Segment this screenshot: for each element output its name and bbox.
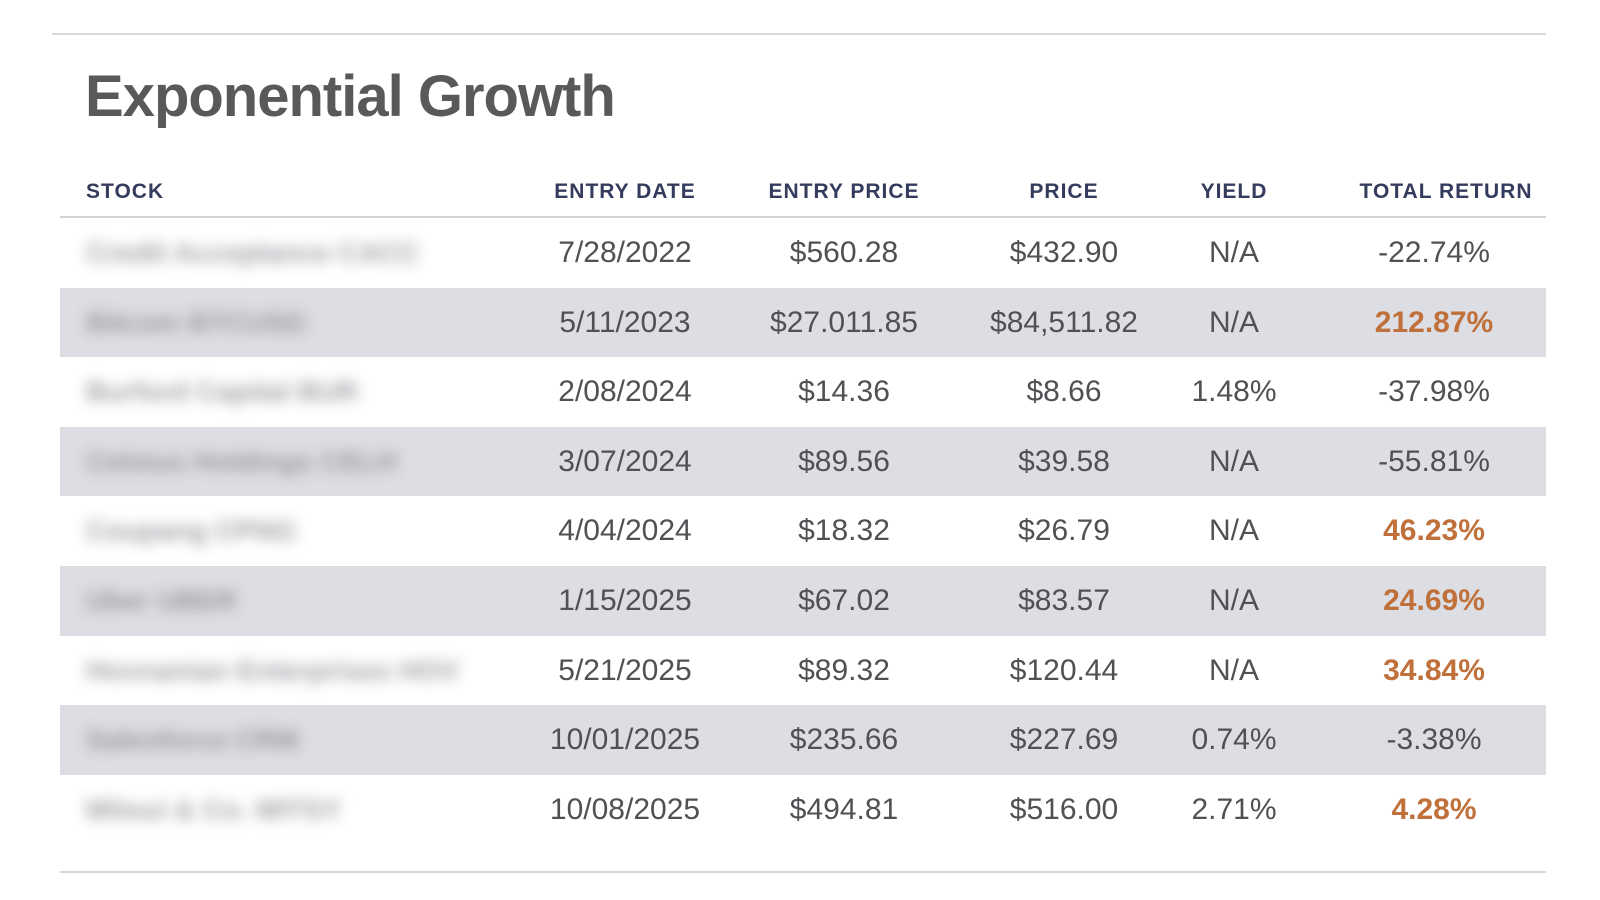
yield-cell: N/A [1208, 514, 1260, 548]
total-return-cell: 24.69% [1383, 583, 1485, 617]
total-return-cell: 46.23% [1383, 514, 1485, 548]
stock-name-cell: Mitsui & Co. MITSY [86, 793, 342, 825]
price-cell: $432.90 [1009, 236, 1119, 269]
yield-cell: N/A [1208, 236, 1260, 269]
column-header-total-return[interactable]: TOTAL RETURN [1359, 180, 1533, 203]
table-row: Bitcoin BTCUSD 5/11/2023 $27.011.85 $84,511… [60, 287, 1546, 358]
entry-date-cell: 5/11/2023 [559, 305, 691, 339]
entry-price-cell: $560.28 [789, 236, 899, 269]
total-return-cell: 212.87% [1374, 305, 1494, 339]
yield-cell: 0.74% [1191, 723, 1277, 757]
price-cell: $39.58 [1018, 444, 1110, 478]
table-row: Coupang CPNG 4/04/2024 $18.32 $26.79 N/A 46.2… [60, 496, 1546, 566]
total-return-cell: -37.98% [1378, 375, 1490, 409]
total-return-cell: -55.81% [1378, 444, 1490, 478]
entry-date-cell: 3/07/2024 [558, 444, 692, 478]
column-header-yield[interactable]: YIELD [1200, 180, 1268, 203]
price-cell: $26.79 [1018, 514, 1110, 548]
table-row: Salesforce CRM 10/01/2025 $235.66 $227.69 0.… [60, 705, 1546, 775]
table-row: Hovnanian Enterprises HOV 5/21/2025 $89.32… [60, 636, 1546, 706]
total-return-cell: 34.84% [1383, 653, 1485, 687]
entry-date-cell: 5/21/2025 [558, 653, 692, 687]
column-header-price[interactable]: PRICE [1029, 180, 1099, 203]
table-row: Burford Capital BUR 2/08/2024 $14.36 $8.66 1… [60, 357, 1546, 427]
stock-name-cell: Celsius Holdings CELH [86, 445, 398, 477]
stock-name-cell: Uber UBER [86, 584, 237, 616]
column-header-stock[interactable]: STOCK [86, 180, 165, 203]
entry-date-cell: 4/04/2024 [558, 514, 692, 548]
bottom-divider [60, 871, 1546, 873]
stock-name-cell: Coupang CPNG [86, 515, 296, 547]
price-cell: $516.00 [1009, 792, 1119, 826]
price-cell: $84,511.82 [990, 305, 1138, 339]
entry-date-cell: 7/28/2022 [558, 236, 692, 269]
portfolio-table: STOCK ENTRY DATE ENTRY PRICE PRICE YIELD… [60, 168, 1546, 844]
total-return-cell: 4.28% [1391, 792, 1477, 826]
stock-name-cell: Burford Capital BUR [86, 376, 359, 408]
stock-name-cell: Bitcoin BTCUSD [86, 306, 306, 338]
price-cell: $227.69 [1009, 723, 1119, 757]
table-body: Credit Acceptance CACC 7/28/2022 $560.28 $4… [60, 218, 1546, 844]
top-divider [52, 33, 1546, 35]
entry-date-cell: 10/08/2025 [549, 792, 701, 826]
yield-cell: 1.48% [1191, 375, 1277, 409]
yield-cell: N/A [1208, 305, 1260, 339]
yield-cell: N/A [1208, 653, 1260, 687]
table-row: Uber UBER 1/15/2025 $67.02 $83.57 N/A 24.69% [60, 565, 1546, 636]
price-cell: $120.44 [1009, 653, 1119, 687]
total-return-cell: -22.74% [1378, 236, 1490, 269]
page-title: Exponential Growth [85, 64, 616, 129]
entry-date-cell: 2/08/2024 [558, 375, 692, 409]
entry-date-cell: 10/01/2025 [549, 723, 701, 757]
stock-name-cell: Hovnanian Enterprises HOV [86, 654, 460, 686]
stock-name-cell: Salesforce CRM [86, 724, 300, 756]
total-return-cell: -3.38% [1386, 723, 1482, 757]
yield-cell: 2.71% [1191, 792, 1277, 826]
column-header-entry-date[interactable]: ENTRY DATE [554, 180, 696, 203]
entry-price-cell: $18.32 [798, 514, 890, 548]
column-header-entry-price[interactable]: ENTRY PRICE [768, 180, 920, 203]
entry-price-cell: $235.66 [789, 723, 899, 757]
stock-name-cell: Credit Acceptance CACC [86, 237, 420, 268]
entry-price-cell: $14.36 [798, 375, 890, 409]
price-cell: $83.57 [1018, 583, 1110, 617]
entry-price-cell: $67.02 [798, 583, 890, 617]
table-row: Credit Acceptance CACC 7/28/2022 $560.28 $4… [60, 218, 1546, 288]
table-row: Celsius Holdings CELH 3/07/2024 $89.56 $39.… [60, 426, 1546, 497]
entry-price-cell: $27.011.85 [770, 305, 918, 339]
yield-cell: N/A [1208, 444, 1260, 478]
entry-price-cell: $494.81 [789, 792, 899, 826]
table-header-row: STOCK ENTRY DATE ENTRY PRICE PRICE YIELD… [60, 168, 1546, 218]
entry-price-cell: $89.56 [798, 444, 890, 478]
entry-date-cell: 1/15/2025 [558, 583, 692, 617]
table-row: Mitsui & Co. MITSY 10/08/2025 $494.81 $516.… [60, 775, 1546, 845]
yield-cell: N/A [1208, 583, 1260, 617]
price-cell: $8.66 [1026, 375, 1102, 409]
entry-price-cell: $89.32 [798, 653, 890, 687]
